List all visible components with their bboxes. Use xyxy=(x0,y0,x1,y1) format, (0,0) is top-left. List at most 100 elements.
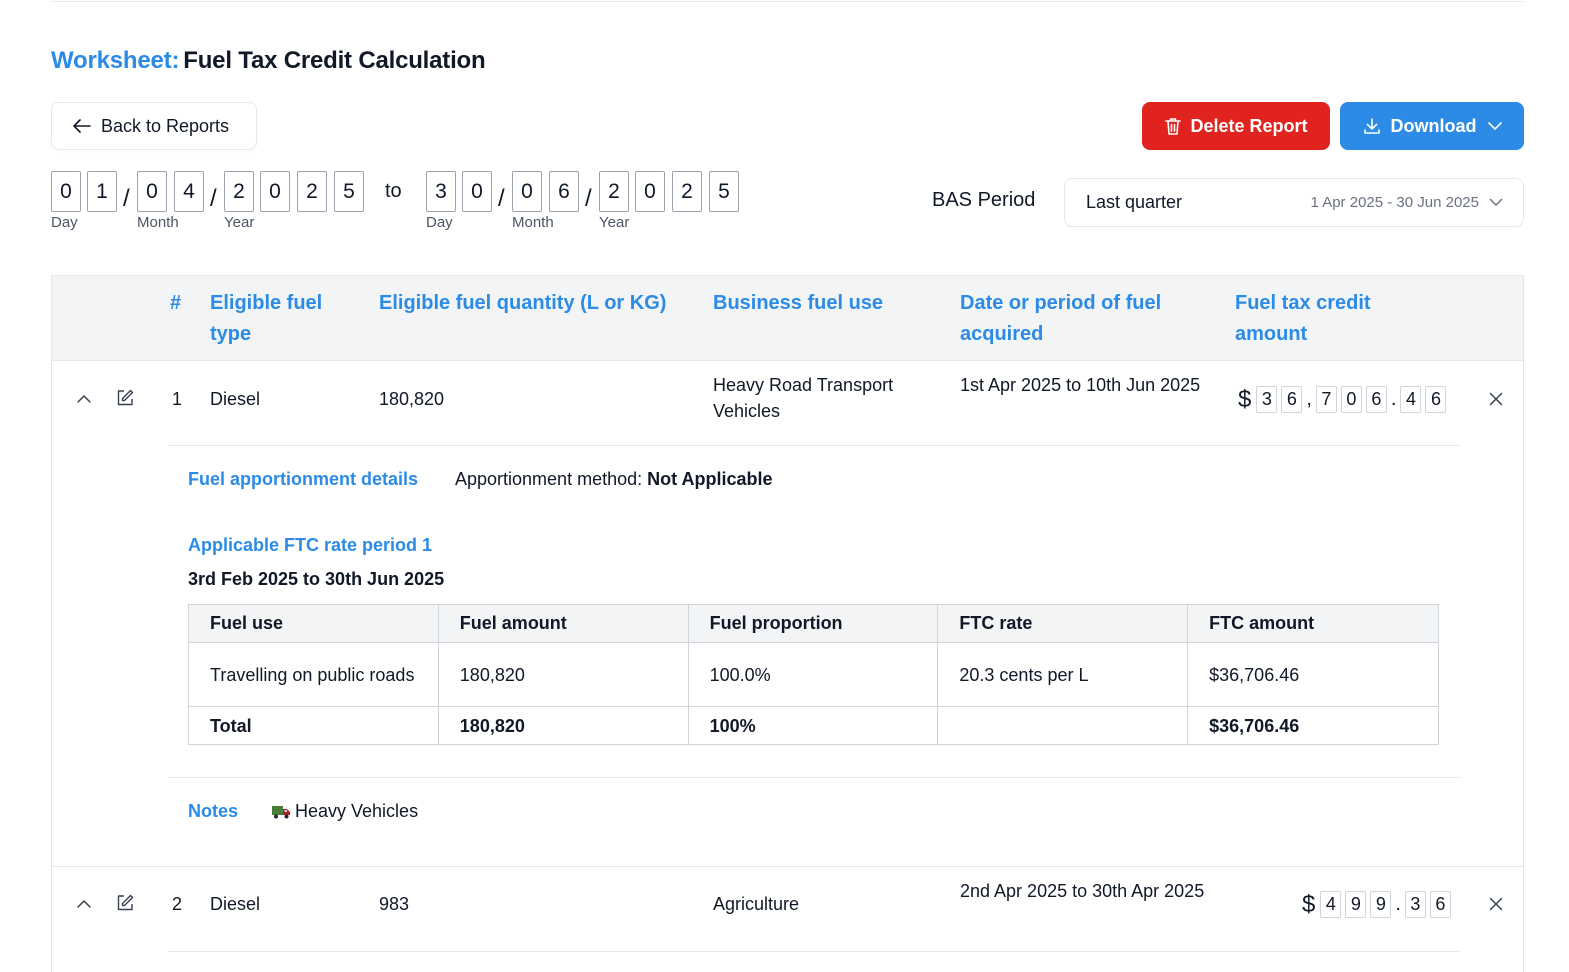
details-divider xyxy=(168,777,1461,778)
chevron-up-icon[interactable] xyxy=(73,893,95,915)
row-divider xyxy=(168,951,1461,952)
row-business-use: Heavy Road Transport Vehicles xyxy=(713,375,894,421)
to-month-digit-2[interactable]: 6 xyxy=(549,171,579,212)
from-month-label: Month xyxy=(137,214,179,231)
ftc-header-fuel-amount: Fuel amount xyxy=(437,604,689,643)
to-month-digit-1[interactable]: 0 xyxy=(512,171,542,212)
row-period: 1st Apr 2025 to 10th Jun 2025 xyxy=(960,375,1201,395)
amount-separator: . xyxy=(1390,388,1397,410)
page-title: Worksheet: Fuel Tax Credit Calculation xyxy=(51,47,486,75)
bas-period-value: Last quarter xyxy=(1086,192,1183,212)
delete-report-button[interactable]: Delete Report xyxy=(1142,102,1330,150)
amount-separator: . xyxy=(1395,893,1401,915)
chevron-down-icon xyxy=(1489,198,1503,207)
header-fuel-type: Eligible fuel type xyxy=(210,292,323,345)
table-row: 2 Diesel 983 Agriculture 2nd Apr 2025 to… xyxy=(52,867,1523,951)
from-year-digit-2[interactable]: 0 xyxy=(260,171,290,212)
amount-digit: 3 xyxy=(1404,891,1426,918)
from-year-digit-4[interactable]: 5 xyxy=(334,171,364,212)
ftc-total-fuel-amount: 180,820 xyxy=(437,706,689,745)
from-month-digit-1[interactable]: 0 xyxy=(137,171,167,212)
bas-period-label: BAS Period xyxy=(932,189,1036,211)
to-day-digit-1[interactable]: 3 xyxy=(426,171,456,212)
from-day-digit-2[interactable]: 1 xyxy=(87,171,117,212)
to-year-digit-1[interactable]: 2 xyxy=(599,171,629,212)
amount-digit: 6 xyxy=(1365,386,1387,413)
notes-label: Notes xyxy=(188,801,239,821)
row-fuel-type: Diesel xyxy=(210,894,261,914)
rate-period-title: Applicable FTC rate period 1 xyxy=(188,535,433,555)
date-range-separator: to xyxy=(385,180,402,202)
to-day-digit-2[interactable]: 0 xyxy=(462,171,492,212)
header-credit-amount: Fuel tax credit amount xyxy=(1235,292,1371,345)
ftc-cell-ftc-rate: 20.3 cents per L xyxy=(937,642,1189,707)
ftc-table-total-row: Total 180,820 100% $36,706.46 xyxy=(188,706,1439,745)
chevron-down-icon xyxy=(1487,121,1503,131)
to-year-digit-2[interactable]: 0 xyxy=(635,171,665,212)
row-number: 1 xyxy=(172,389,183,409)
row-fuel-quantity: 983 xyxy=(379,894,410,914)
to-day-label: Day xyxy=(426,214,453,231)
apportionment-method: Apportionment method: Not Applicable xyxy=(455,469,772,490)
ftc-total-amount: $36,706.46 xyxy=(1187,706,1439,745)
back-to-reports-button[interactable]: Back to Reports xyxy=(51,102,257,150)
top-divider xyxy=(51,1,1523,2)
header-period: Date or period of fuel acquired xyxy=(960,292,1162,345)
chevron-up-icon[interactable] xyxy=(73,388,95,410)
to-month-label: Month xyxy=(512,214,554,231)
back-to-reports-label: Back to Reports xyxy=(101,115,230,136)
delete-report-label: Delete Report xyxy=(1190,115,1308,136)
rate-period-range: 3rd Feb 2025 to 30th Jun 2025 xyxy=(188,569,445,589)
header-business-use: Business fuel use xyxy=(713,292,884,314)
row-number: 2 xyxy=(172,894,183,914)
bas-period-select[interactable]: Last quarter 1 Apr 2025 - 30 Jun 2025 xyxy=(1064,178,1524,227)
ftc-table-row: Travelling on public roads 180,820 100.0… xyxy=(188,642,1439,707)
arrow-left-icon xyxy=(72,118,101,134)
to-year-label: Year xyxy=(599,214,630,231)
row-period: 2nd Apr 2025 to 30th Apr 2025 xyxy=(960,881,1205,901)
row-credit-amount: $ 3 6 , 7 0 6 . 4 6 xyxy=(1238,385,1450,414)
from-year-digit-1[interactable]: 2 xyxy=(224,171,254,212)
ftc-cell-ftc-amount: $36,706.46 xyxy=(1187,642,1439,707)
ftc-header-ftc-rate: FTC rate xyxy=(937,604,1189,643)
from-month-digit-2[interactable]: 4 xyxy=(174,171,204,212)
from-year-digit-3[interactable]: 2 xyxy=(297,171,327,212)
from-year-label: Year xyxy=(224,214,255,231)
download-icon xyxy=(1362,116,1382,136)
bas-period-range: 1 Apr 2025 - 30 Jun 2025 xyxy=(1310,194,1479,211)
download-button[interactable]: Download xyxy=(1340,102,1524,150)
date-slash: / xyxy=(585,185,592,212)
apportionment-method-value: Not Applicable xyxy=(647,469,773,489)
amount-digit: 3 xyxy=(1256,386,1278,413)
from-day-digit-1[interactable]: 0 xyxy=(51,171,81,212)
amount-digit: 6 xyxy=(1429,891,1451,918)
from-day-label: Day xyxy=(51,214,78,231)
ftc-total-proportion: 100% xyxy=(687,706,939,745)
table-row: 1 Diesel 180,820 Heavy Road Transport Ve… xyxy=(52,361,1523,445)
amount-digit: 6 xyxy=(1281,386,1303,413)
row-fuel-type: Diesel xyxy=(210,389,261,409)
close-icon[interactable] xyxy=(1485,893,1507,915)
to-year-digit-3[interactable]: 2 xyxy=(672,171,702,212)
fuel-credit-table: # Eligible fuel type Eligible fuel quant… xyxy=(51,275,1524,972)
amount-digit: 4 xyxy=(1320,891,1342,918)
apportionment-method-label: Apportionment method: xyxy=(455,469,643,489)
header-number: # xyxy=(170,292,182,314)
table-header: # Eligible fuel type Eligible fuel quant… xyxy=(52,276,1523,361)
ftc-total-label: Total xyxy=(188,706,439,745)
trash-icon xyxy=(1164,116,1190,136)
download-label: Download xyxy=(1390,115,1477,136)
close-icon[interactable] xyxy=(1485,388,1507,410)
edit-icon[interactable] xyxy=(114,387,136,409)
date-slash: / xyxy=(210,185,217,212)
to-year-digit-4[interactable]: 5 xyxy=(709,171,739,212)
truck-icon xyxy=(271,804,291,820)
currency-symbol: $ xyxy=(1238,385,1252,413)
amount-digit: 0 xyxy=(1340,386,1362,413)
row-fuel-quantity: 180,820 xyxy=(379,389,445,409)
ftc-header-fuel-use: Fuel use xyxy=(188,604,439,643)
row-divider xyxy=(52,866,1523,867)
page-title-text: Fuel Tax Credit Calculation xyxy=(183,47,486,74)
row-credit-amount: $ 4 9 9 . 3 6 xyxy=(1302,890,1455,919)
edit-icon[interactable] xyxy=(114,892,136,914)
